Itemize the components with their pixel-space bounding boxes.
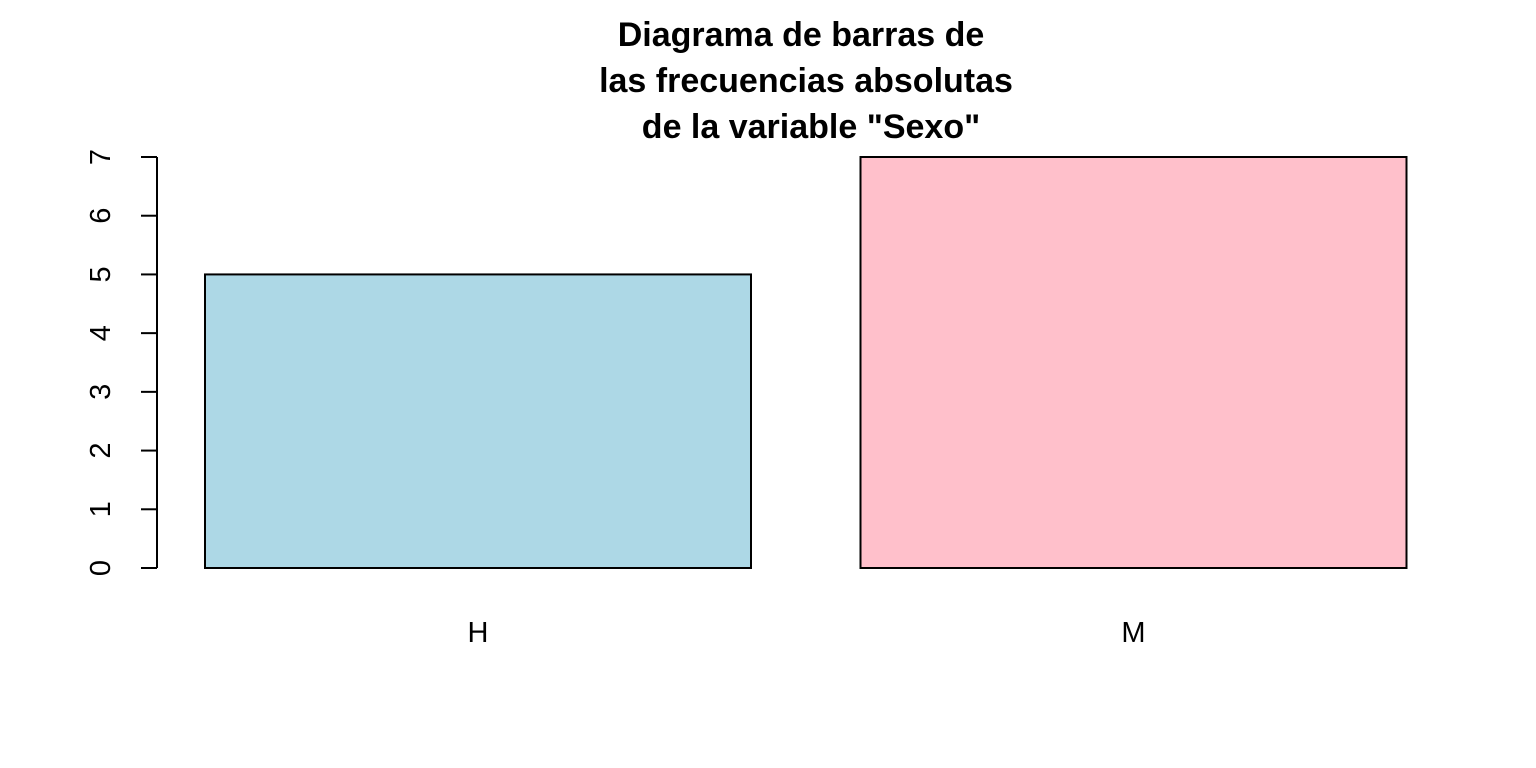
y-tick-label: 0: [85, 560, 117, 576]
chart-title-line-1: Diagrama de barras de: [618, 16, 985, 54]
y-tick-label: 1: [85, 501, 117, 517]
bars: [204, 156, 1408, 569]
y-tick-label: 6: [85, 208, 117, 224]
y-axis: 0 1 2 3 4 5 6 7: [85, 149, 158, 576]
bar-m: [859, 156, 1408, 569]
bar-h: [204, 273, 752, 569]
x-category-label: H: [468, 617, 489, 649]
chart-title: Diagrama de barras de las frecuencias ab…: [599, 16, 1013, 146]
y-tick-label: 4: [85, 325, 117, 341]
x-category-label: M: [1121, 617, 1145, 649]
y-tick-label: 2: [85, 443, 117, 459]
chart-title-line-3: de la variable "Sexo": [642, 108, 980, 146]
y-tick-label: 5: [85, 266, 117, 282]
chart-title-line-2: las frecuencias absolutas: [599, 62, 1013, 100]
y-tick-label: 7: [85, 149, 117, 165]
y-tick-label: 3: [85, 384, 117, 400]
